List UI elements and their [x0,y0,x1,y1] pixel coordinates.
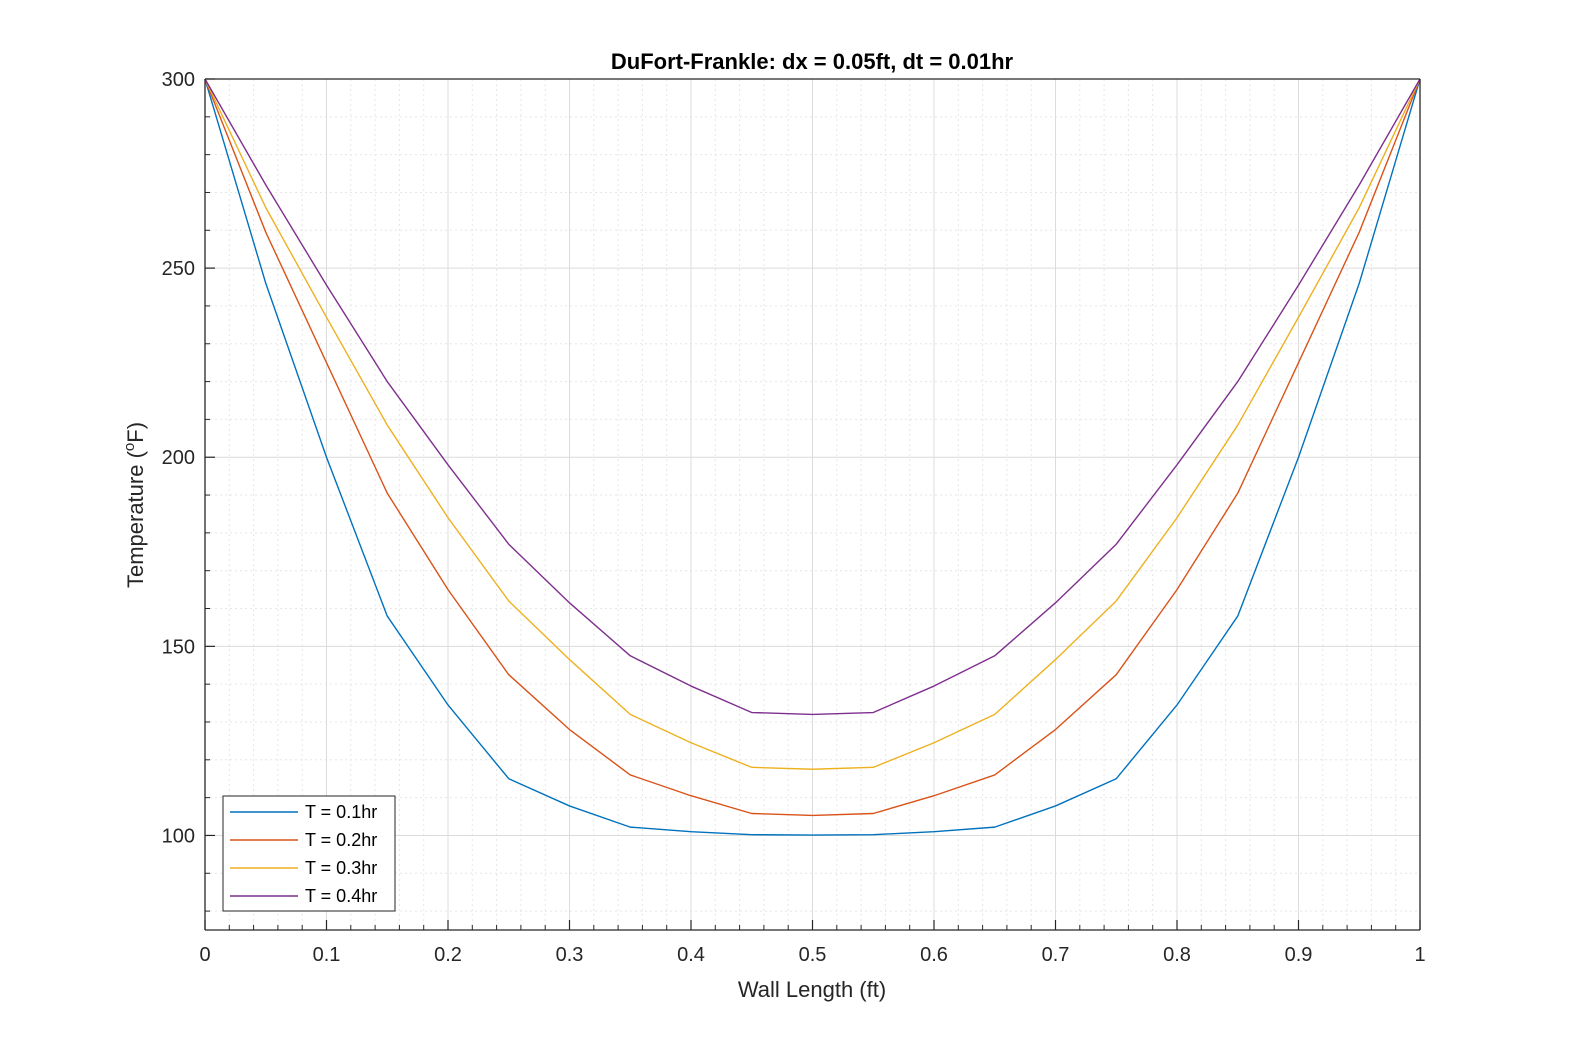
x-tick-label: 0.3 [556,944,584,966]
y-tick-label: 300 [162,69,195,91]
x-tick-label: 0.6 [920,944,948,966]
y-tick-label: 250 [162,258,195,280]
y-tick-label: 200 [162,447,195,469]
tick-marks [204,78,1421,930]
x-tick-label: 0.1 [313,944,341,966]
legend-label-4: T = 0.4hr [305,886,377,906]
y-tick-labels: 100 150 200 250 300 [162,69,195,847]
x-tick-label: 0.4 [677,944,705,966]
legend-label-2: T = 0.2hr [305,830,377,850]
x-tick-label: 0.2 [434,944,462,966]
series-lines [204,78,1421,836]
x-tick-label: 0.7 [1042,944,1070,966]
legend-label-3: T = 0.3hr [305,858,377,878]
legend-box [222,795,396,912]
series-line-1 [204,78,1421,836]
x-axis-label: Wall Length (ft) [738,977,886,1002]
legend: T = 0.1hr T = 0.2hr T = 0.3hr T = 0.4hr [222,795,396,912]
y-tick-label: 100 [162,825,195,847]
y-axis-label-superscript: o [121,443,138,451]
minor-grid [205,79,1420,930]
y-tick-label: 150 [162,636,195,658]
x-tick-label: 0 [199,944,210,966]
series-line-2 [204,78,1421,817]
y-axis-label-unit: F) [123,422,148,443]
chart-title: DuFort-Frankle: dx = 0.05ft, dt = 0.01hr [611,49,1014,74]
x-tick-label: 0.9 [1285,944,1313,966]
legend-label-1: T = 0.1hr [305,802,377,822]
y-axis-label: Temperature (oF) [121,422,148,588]
x-tick-label: 0.8 [1163,944,1191,966]
y-axis-label-main: Temperature ( [123,450,148,588]
x-tick-labels: 0 0.1 0.2 0.3 0.4 0.5 0.6 0.7 0.8 0.9 1 [199,944,1425,966]
x-tick-label: 1 [1414,944,1425,966]
series-line-3 [204,78,1421,770]
x-tick-label: 0.5 [799,944,827,966]
series-line-4 [204,78,1421,716]
